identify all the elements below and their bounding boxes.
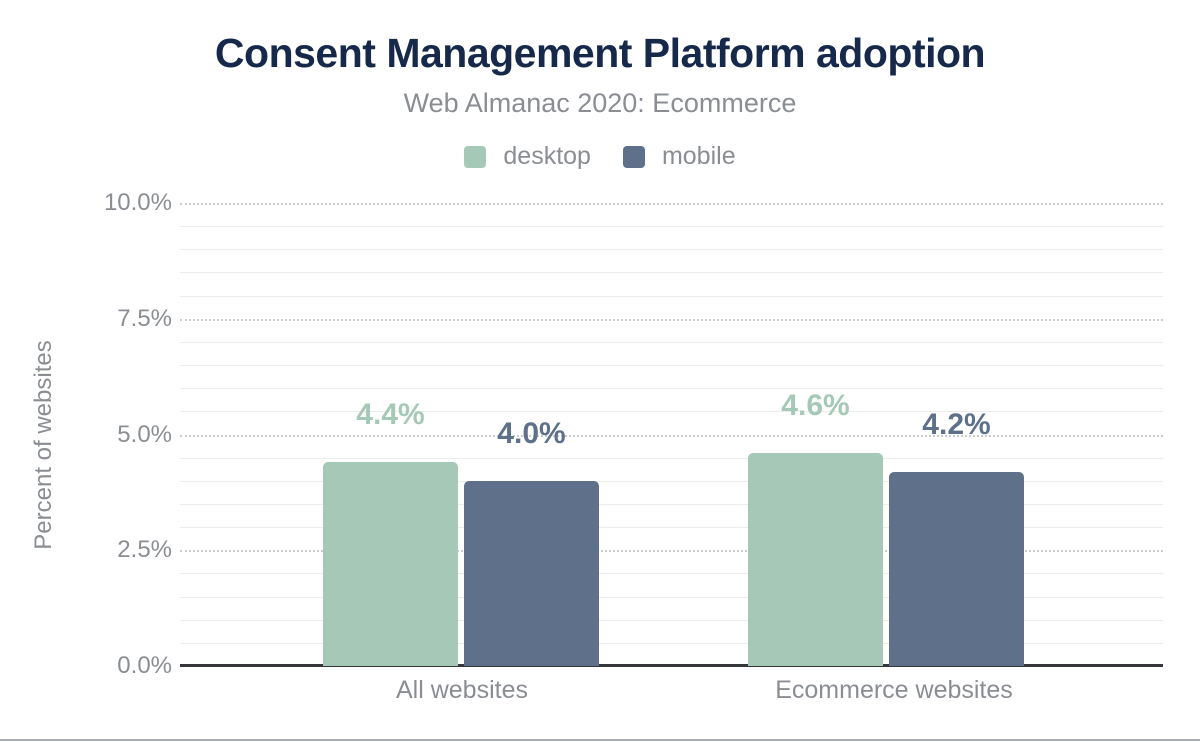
gridline-minor — [180, 573, 1163, 575]
gridline-minor — [180, 388, 1163, 390]
gridline-minor — [180, 226, 1163, 228]
category-label-0: All websites — [396, 676, 528, 704]
gridline-minor — [180, 619, 1163, 621]
plot-area: 4.4% 4.6% 4.0% 4.2% — [180, 203, 1163, 667]
bottom-divider — [0, 739, 1200, 741]
legend-item-mobile: mobile — [622, 142, 736, 171]
gridline-minor — [180, 295, 1163, 297]
y-tick-label-10.0%: 10.0% — [103, 189, 172, 216]
legend-swatch-mobile-icon — [622, 145, 645, 168]
legend-item-desktop: desktop — [464, 142, 591, 171]
chart-subtitle: Web Almanac 2020: Ecommerce — [403, 88, 797, 118]
legend: desktop mobile — [0, 142, 1200, 171]
gridline-major — [180, 318, 1163, 321]
gridline-minor — [180, 341, 1163, 343]
bar-desktop-0[interactable] — [323, 462, 458, 666]
legend-label: desktop — [503, 142, 591, 170]
gridline-minor — [180, 503, 1163, 505]
gridline-minor — [180, 527, 1163, 529]
gridline-minor — [180, 411, 1163, 413]
gridline-major — [180, 550, 1163, 553]
gridline-minor — [180, 642, 1163, 644]
gridline-minor — [180, 457, 1163, 459]
legend-swatch-desktop-icon — [464, 145, 487, 168]
gridline-major — [180, 203, 1163, 205]
gridline-minor — [180, 249, 1163, 251]
bar-mobile-1[interactable] — [889, 471, 1024, 666]
data-label-mobile-0: 4.0% — [497, 416, 566, 450]
data-label-desktop-1: 4.6% — [781, 389, 850, 423]
y-tick-label-7.5%: 7.5% — [117, 304, 172, 332]
category-label-1: Ecommerce websites — [775, 676, 1013, 704]
legend-label: mobile — [661, 142, 736, 170]
x-axis-line — [180, 664, 1163, 667]
gridline-minor — [180, 272, 1163, 274]
gridline-minor — [180, 596, 1163, 598]
chart-title: Consent Management Platform adoption — [214, 30, 986, 76]
y-tick-label-2.5%: 2.5% — [117, 536, 172, 564]
bar-desktop-1[interactable] — [748, 453, 883, 666]
data-label-desktop-0: 4.4% — [356, 398, 425, 432]
gridline-major — [180, 434, 1163, 437]
data-label-mobile-1: 4.2% — [922, 407, 991, 441]
gridline-minor — [180, 480, 1163, 482]
y-tick-label-0.0%: 0.0% — [117, 652, 172, 679]
bar-mobile-0[interactable] — [464, 480, 599, 666]
y-tick-label-5.0%: 5.0% — [117, 420, 172, 448]
gridline-minor — [180, 365, 1163, 367]
